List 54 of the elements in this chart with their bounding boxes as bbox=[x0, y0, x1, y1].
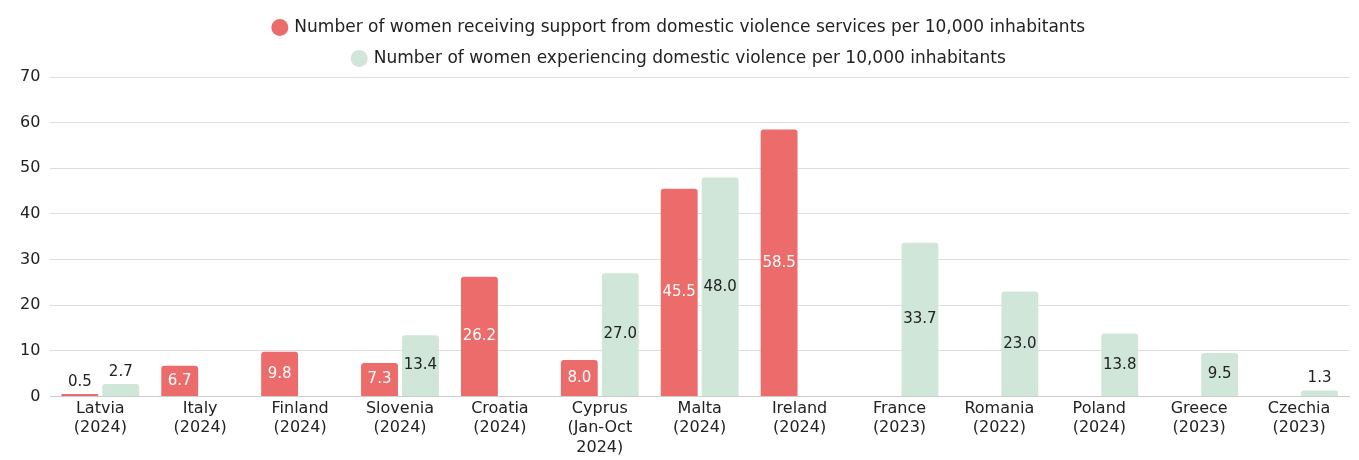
data-label: 58.5 bbox=[762, 252, 796, 271]
bar bbox=[660, 188, 698, 396]
bar bbox=[261, 351, 299, 396]
data-label: 9.5 bbox=[1207, 364, 1232, 383]
x-tick-label: Cyprus (Jan-Oct 2024) bbox=[567, 398, 633, 456]
data-label: 7.3 bbox=[367, 369, 392, 388]
x-tick-label: Poland (2024) bbox=[1072, 398, 1126, 437]
data-label: 13.8 bbox=[1103, 354, 1137, 373]
data-label: 8.0 bbox=[567, 367, 592, 386]
y-tick-label: 70 bbox=[20, 66, 41, 86]
bar bbox=[460, 276, 498, 396]
legend-label: Number of women receiving support from domestic violence services per 10,000 inhabitants bbox=[294, 15, 1086, 36]
bar bbox=[1001, 291, 1039, 396]
x-tick-label: Malta (2024) bbox=[673, 398, 727, 437]
y-tick-label: 60 bbox=[20, 111, 41, 131]
bar bbox=[361, 363, 398, 396]
data-label: 33.7 bbox=[903, 309, 937, 328]
bar bbox=[1201, 353, 1239, 396]
x-tick-label: Slovenia (2024) bbox=[365, 398, 435, 437]
bar bbox=[1301, 390, 1338, 396]
x-tick-label: Finland (2024) bbox=[271, 398, 329, 437]
bar bbox=[701, 177, 739, 396]
data-label: 9.8 bbox=[267, 363, 292, 382]
legend-label: Number of women experiencing domestic violence per 10,000 inhabitants bbox=[373, 46, 1006, 67]
bar bbox=[102, 384, 140, 396]
bar bbox=[402, 335, 439, 396]
x-tick-label: Latvia (2024) bbox=[73, 398, 127, 437]
x-tick-label: Ireland (2024) bbox=[771, 398, 828, 437]
y-tick-label: 40 bbox=[20, 203, 41, 223]
data-label: 45.5 bbox=[662, 282, 696, 301]
x-tick-label: Croatia (2024) bbox=[471, 398, 529, 437]
y-tick-label: 20 bbox=[20, 294, 41, 314]
x-tick-label: Czechia (2023) bbox=[1267, 398, 1331, 437]
data-label: 48.0 bbox=[703, 276, 737, 295]
x-tick-label: France (2023) bbox=[872, 398, 927, 437]
bar bbox=[1101, 333, 1139, 396]
data-label: 1.3 bbox=[1307, 368, 1332, 387]
data-label: 13.4 bbox=[403, 355, 438, 374]
bar bbox=[760, 129, 798, 396]
data-label: 0.5 bbox=[67, 372, 92, 391]
y-tick-label: 50 bbox=[20, 157, 41, 177]
data-label: 6.7 bbox=[167, 370, 192, 389]
bar bbox=[901, 242, 939, 396]
x-tick-label: Romania (2022) bbox=[964, 398, 1035, 437]
bar bbox=[601, 273, 639, 396]
data-label: 23.0 bbox=[1003, 333, 1037, 352]
x-tick-label: Greece (2023) bbox=[1170, 398, 1228, 437]
data-label: 2.7 bbox=[108, 361, 133, 380]
y-tick-label: 10 bbox=[20, 339, 41, 359]
y-tick-label: 30 bbox=[20, 248, 41, 268]
y-tick-label: 0 bbox=[30, 385, 41, 405]
x-tick-label: Italy (2024) bbox=[173, 398, 227, 437]
data-label: 27.0 bbox=[603, 324, 637, 343]
data-label: 26.2 bbox=[462, 326, 497, 345]
